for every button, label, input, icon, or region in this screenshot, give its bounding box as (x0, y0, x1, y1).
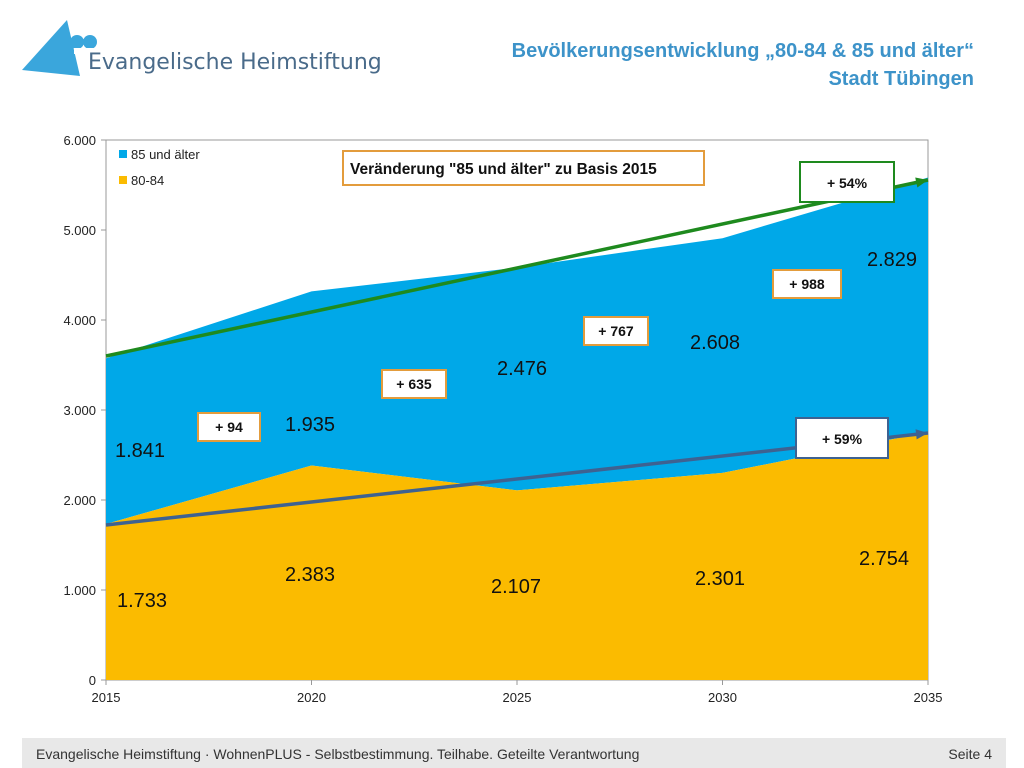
trend-line-80-84 (105, 431, 929, 527)
org-name: Evangelische Heimstiftung (88, 50, 382, 75)
area-85-und-aelter (106, 177, 928, 525)
x-tick-label: 2015 (92, 690, 121, 705)
trend-line-85-und-aelter (105, 178, 929, 358)
trend-label-80: + 59% (822, 431, 863, 447)
data-label-80-84: 2.754 (859, 548, 909, 570)
legend-swatch-80-84 (119, 176, 127, 184)
legend-label-85-und-aelter: 85 und älter (131, 147, 200, 162)
area-80-84 (106, 432, 928, 680)
legend-swatch-85-und-aelter (119, 150, 127, 158)
x-tick-label: 2020 (297, 690, 326, 705)
footer-bar: Evangelische Heimstiftung · WohnenPLUS -… (22, 738, 1006, 768)
data-label-80-84: 2.107 (491, 576, 541, 598)
data-label-85-und-aelter: 2.829 (867, 249, 917, 271)
page-number: Seite 4 (948, 746, 992, 762)
trend-line-80-84-arrowhead (915, 429, 928, 440)
data-label-85-und-aelter: 2.476 (497, 358, 547, 380)
trend-label-85: + 54% (827, 175, 868, 191)
y-tick-label: 5.000 (63, 223, 96, 238)
data-label-85-und-aelter: 2.608 (690, 332, 740, 354)
annotation-title-box (342, 150, 705, 186)
trend-line-85-und-aelter-arrowhead (915, 177, 928, 188)
y-tick-label: 4.000 (63, 313, 96, 328)
page-title: Bevölkerungsentwicklung „80-84 & 85 und … (511, 40, 974, 62)
footer-text: Evangelische Heimstiftung · WohnenPLUS -… (36, 746, 640, 762)
data-label-85-und-aelter: 1.935 (285, 414, 335, 436)
trend-label-box-85 (799, 161, 895, 203)
change-box (197, 412, 261, 442)
change-box (583, 316, 649, 346)
trend-label-box-80 (795, 417, 889, 459)
change-box (772, 269, 842, 299)
logo-icon (22, 20, 97, 76)
x-tick-label: 2025 (503, 690, 532, 705)
legend-label-80-84: 80-84 (131, 173, 164, 188)
data-label-80-84: 1.733 (117, 590, 167, 612)
y-tick-label: 6.000 (63, 133, 96, 148)
annotation-title: Veränderung "85 und älter" zu Basis 2015 (350, 161, 657, 178)
x-tick-label: 2035 (914, 690, 943, 705)
x-tick-label: 2030 (708, 690, 737, 705)
change-label: + 94 (215, 419, 243, 435)
change-box (381, 369, 447, 399)
y-tick-label: 3.000 (63, 403, 96, 418)
y-tick-label: 2.000 (63, 493, 96, 508)
change-label: + 767 (598, 323, 634, 339)
data-label-80-84: 2.301 (695, 568, 745, 590)
change-label: + 635 (396, 376, 432, 392)
data-label-85-und-aelter: 1.841 (115, 440, 165, 462)
y-tick-label: 1.000 (63, 583, 96, 598)
data-label-80-84: 2.383 (285, 564, 335, 586)
page-subtitle: Stadt Tübingen (828, 68, 974, 90)
y-tick-label: 0 (89, 673, 96, 688)
change-label: + 988 (789, 276, 825, 292)
